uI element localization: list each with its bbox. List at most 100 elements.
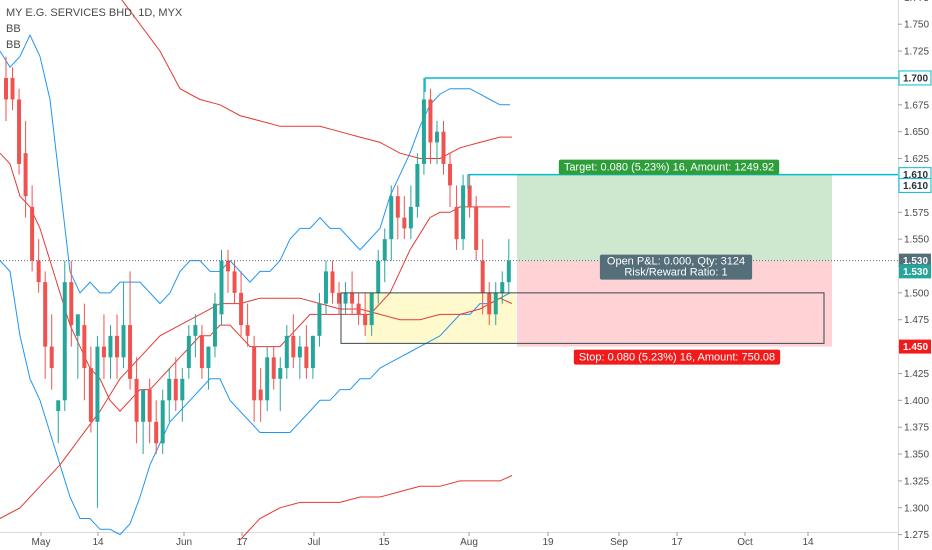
candle-body	[252, 346, 257, 401]
candle-body	[356, 303, 361, 315]
candle-body	[69, 282, 74, 326]
candle	[252, 335, 257, 422]
y-tick-label: 1.675	[904, 100, 929, 111]
y-tick-label: 1.775	[904, 0, 929, 4]
candle	[500, 271, 505, 304]
candle	[337, 282, 342, 315]
candle	[265, 346, 270, 412]
candle-body	[206, 346, 211, 369]
candle	[219, 249, 224, 326]
candle	[343, 282, 348, 315]
price-tag-bg	[898, 70, 932, 86]
candle	[160, 389, 165, 455]
candle-body	[402, 217, 407, 229]
bb-upper-band-1	[0, 33, 510, 305]
candle-body	[500, 282, 505, 293]
candle-body	[363, 314, 368, 326]
candle-body	[62, 282, 67, 401]
y-tick-label: 1.300	[904, 503, 929, 514]
y-tick-label: 1.425	[904, 369, 929, 380]
candle	[36, 239, 41, 293]
candle-body	[36, 260, 41, 283]
candle-body	[193, 325, 198, 336]
candle-body	[141, 389, 146, 422]
candle-body	[284, 335, 289, 369]
candle	[101, 314, 106, 379]
candle	[75, 314, 80, 379]
candle-body	[395, 196, 400, 218]
candle	[461, 174, 466, 250]
candle-body	[376, 260, 381, 293]
time-axis[interactable]: May 14 Jun 17 Jul 15 Aug 19 Sep 17 Oct 14	[32, 532, 814, 548]
candle-body	[154, 421, 159, 444]
y-tick-label: 1.375	[904, 423, 929, 434]
candle-body	[323, 271, 328, 304]
candle-body	[278, 368, 283, 379]
price-tag-label: 1.610	[903, 170, 928, 181]
candle	[506, 239, 511, 293]
candle-body	[382, 239, 387, 261]
candle-body	[493, 292, 498, 315]
y-tick-label: 1.475	[904, 315, 929, 326]
candle	[147, 378, 152, 444]
candle-body	[265, 357, 270, 401]
x-tick-label: Sep	[610, 537, 628, 548]
candle-body	[408, 206, 413, 229]
candle	[82, 303, 87, 401]
candle	[199, 325, 204, 379]
candle-body	[258, 389, 263, 401]
candle	[108, 325, 113, 379]
candle	[154, 400, 159, 455]
candle-body	[317, 303, 322, 336]
indicator-label-bb-2[interactable]: BB	[6, 39, 21, 51]
x-tick-label: 15	[378, 537, 390, 548]
chart-legend: MY E.G. SERVICES BHD, 1D, MYX BB BB	[6, 5, 182, 53]
price-tag: 1.530	[899, 264, 931, 279]
stop-label-text: Stop: 0.080 (5.23%) 16, Amount: 750.08	[579, 352, 775, 364]
candle	[258, 368, 263, 422]
candle-body	[49, 346, 54, 369]
candle	[369, 292, 374, 336]
candle	[23, 120, 28, 218]
candle-body	[291, 335, 296, 358]
x-tick-label: 17	[236, 537, 248, 548]
candle	[421, 77, 426, 175]
bollinger-bands	[0, 0, 513, 541]
y-tick-label: 1.750	[904, 20, 929, 31]
y-tick-label: 1.500	[904, 288, 929, 299]
indicator-label-bb-1[interactable]: BB	[6, 23, 21, 35]
candle	[10, 67, 15, 111]
y-tick-label: 1.625	[904, 154, 929, 165]
candle-body	[480, 260, 485, 293]
x-tick-label: 14	[92, 537, 104, 548]
candle-body	[121, 325, 126, 358]
price-tag-label: 1.610	[903, 181, 928, 192]
candle-body	[23, 153, 28, 197]
candle-body	[415, 163, 420, 207]
candle-body	[160, 400, 165, 444]
y-tick-label: 1.350	[904, 450, 929, 461]
candle	[212, 292, 217, 358]
rectangle-drawing[interactable]	[340, 292, 825, 344]
y-tick-label: 1.550	[904, 235, 929, 246]
candle	[291, 314, 296, 369]
target-zone	[517, 174, 832, 261]
drawing-overlays[interactable]: Target: 0.080 (5.23%) 16, Amount: 1249.9…	[0, 77, 898, 365]
candle-body	[10, 77, 15, 100]
candle	[304, 325, 309, 379]
candle	[474, 196, 479, 261]
candle	[30, 185, 35, 272]
candle-body	[343, 292, 348, 304]
candle	[428, 88, 433, 164]
candle-body	[304, 346, 309, 369]
candle-body	[167, 378, 172, 401]
candle-body	[128, 325, 133, 379]
candle-body	[134, 378, 139, 422]
target-label-bg	[558, 159, 780, 175]
y-tick-label: 1.575	[904, 208, 929, 219]
symbol-title[interactable]: MY E.G. SERVICES BHD, 1D, MYX	[6, 7, 183, 19]
rr-label-text: Risk/Reward Ratio: 1	[624, 267, 727, 279]
y-tick-label: 1.400	[904, 396, 929, 407]
